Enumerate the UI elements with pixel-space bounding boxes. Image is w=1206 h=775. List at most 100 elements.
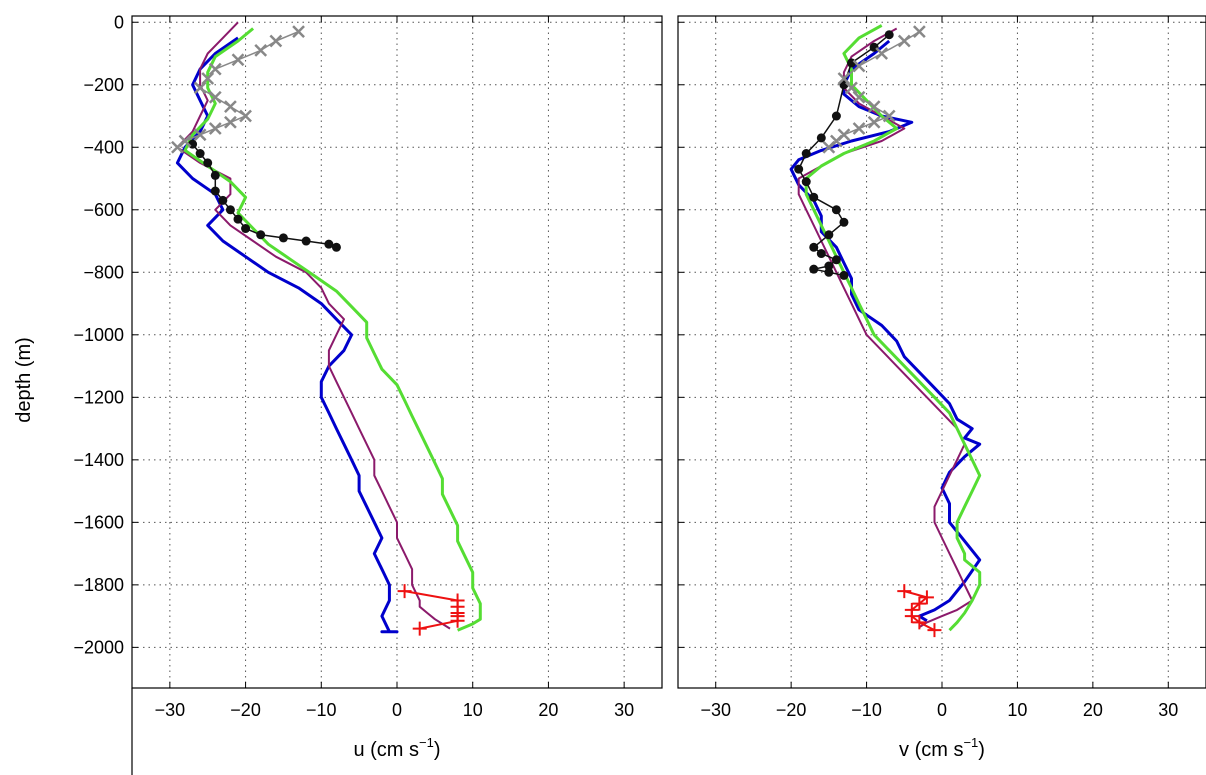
x-marker xyxy=(171,140,184,154)
plus-marker xyxy=(897,584,912,599)
y-tick-label: −1400 xyxy=(73,450,124,470)
series-line-2 xyxy=(183,27,482,632)
plus-marker xyxy=(450,613,465,628)
dot-marker xyxy=(816,133,826,143)
left-panel-u: −30 −20 −10 0 10 20 30 0 −200 −400 −600 −800 −1000 −1… xyxy=(73,12,663,775)
x-marker xyxy=(239,109,252,123)
dot-marker xyxy=(831,205,841,215)
dot-marker xyxy=(809,242,819,252)
dot-marker xyxy=(824,267,834,277)
series-line-5 xyxy=(404,590,459,630)
dot-marker xyxy=(324,239,334,249)
x-marker xyxy=(882,109,896,123)
x-marker xyxy=(208,122,222,135)
x-tick-label: −20 xyxy=(776,700,807,720)
x-marker xyxy=(837,72,851,85)
dot-marker xyxy=(301,236,311,246)
y-tick-label: −1800 xyxy=(73,575,124,595)
x-marker xyxy=(845,81,858,95)
y-tick-label: −600 xyxy=(83,200,124,220)
x-tick-label: −20 xyxy=(230,700,261,720)
x-tick-label: −30 xyxy=(155,700,186,720)
dot-marker xyxy=(839,270,849,280)
x-marker xyxy=(269,34,283,48)
series-line-1 xyxy=(176,21,451,630)
y-tick-label: −1600 xyxy=(73,512,124,532)
x-axis-label: u (cm s−1) xyxy=(353,735,440,761)
y-tick-label: −2000 xyxy=(73,637,124,657)
x-marker xyxy=(912,25,926,39)
x-tick-label: −10 xyxy=(306,700,337,720)
plus-marker xyxy=(412,621,427,636)
x-marker xyxy=(852,90,866,104)
x-tick-label: 10 xyxy=(463,700,483,720)
dot-marker xyxy=(210,186,220,196)
dot-marker xyxy=(839,217,849,227)
series-line-1 xyxy=(797,27,974,628)
dot-marker xyxy=(801,177,811,187)
dot-marker xyxy=(794,164,804,174)
x-marker xyxy=(231,53,245,67)
dot-marker xyxy=(331,242,341,252)
plus-marker xyxy=(919,590,934,605)
x-marker xyxy=(224,115,237,129)
x-marker xyxy=(224,100,237,114)
x-tick-label: 20 xyxy=(1083,700,1103,720)
dot-marker xyxy=(241,224,251,234)
y-tick-label: −400 xyxy=(83,137,124,157)
series-line-2 xyxy=(804,24,982,632)
y-tick-label: −200 xyxy=(83,75,124,95)
x-tick-label: 30 xyxy=(1158,700,1178,720)
y-tick-label: −1200 xyxy=(73,387,124,407)
x-tick-label: 0 xyxy=(937,700,947,720)
x-axis-label: v (cm s−1) xyxy=(899,735,985,761)
dot-marker xyxy=(256,230,266,240)
x-marker xyxy=(193,128,207,142)
dot-marker xyxy=(831,111,841,121)
plus-marker xyxy=(912,615,927,630)
dot-marker xyxy=(218,195,228,205)
x-marker xyxy=(193,81,207,95)
x-marker xyxy=(292,25,305,39)
dot-marker xyxy=(233,214,243,224)
dot-marker xyxy=(824,230,834,240)
dot-marker xyxy=(809,264,819,274)
x-tick-label: −10 xyxy=(851,700,882,720)
x-marker xyxy=(897,34,911,48)
x-tick-label: 30 xyxy=(614,700,634,720)
x-tick-label: 0 xyxy=(392,700,402,720)
x-marker xyxy=(867,100,881,114)
x-marker xyxy=(852,122,866,135)
right-panel-v: −30 −20 −10 0 10 20 30 v (cm s−1) xyxy=(677,15,1206,761)
x-marker xyxy=(852,59,866,73)
x-marker xyxy=(208,62,222,76)
dot-marker xyxy=(210,170,220,180)
x-marker xyxy=(822,140,836,154)
y-tick-label: −1000 xyxy=(73,325,124,345)
y-axis-label: depth (m) xyxy=(13,337,35,423)
plus-marker xyxy=(927,623,942,638)
x-marker xyxy=(867,115,881,129)
dot-marker xyxy=(801,149,811,159)
series-line-0 xyxy=(789,39,982,623)
x-marker xyxy=(208,90,222,104)
dot-marker xyxy=(809,192,819,202)
dot-marker xyxy=(824,261,834,271)
dot-marker xyxy=(831,255,841,265)
plus-marker xyxy=(912,596,927,611)
x-marker xyxy=(201,72,215,85)
dot-marker xyxy=(816,249,826,259)
dot-marker xyxy=(225,205,235,215)
x-marker xyxy=(254,43,268,57)
dot-marker xyxy=(203,158,213,168)
x-tick-label: 10 xyxy=(1007,700,1027,720)
plus-marker xyxy=(904,609,919,624)
plus-marker xyxy=(397,584,412,599)
x-tick-label: −30 xyxy=(700,700,731,720)
dot-marker xyxy=(195,149,205,159)
x-marker xyxy=(875,47,889,60)
y-tick-label: −800 xyxy=(83,262,124,282)
x-tick-label: 20 xyxy=(538,700,558,720)
dot-marker xyxy=(884,30,894,40)
